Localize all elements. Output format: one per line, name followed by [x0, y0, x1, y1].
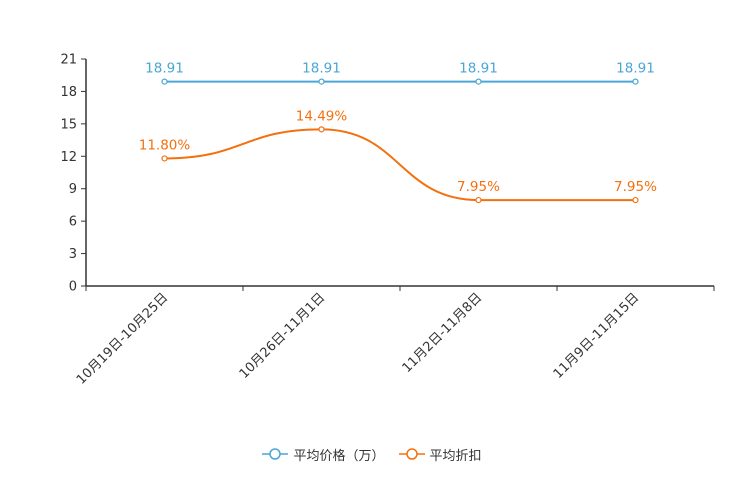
data-label: 18.91 — [145, 61, 184, 77]
x-tick-label: 10月26日-11月1日 — [237, 290, 329, 382]
y-tick-label: 21 — [60, 53, 77, 68]
legend-discount-circle — [405, 448, 418, 460]
x-tick-label: 11月2日-11月8日 — [400, 290, 486, 376]
axes: 0 3 6 9 12 15 18 21 10月19日-10月25日 10月26日-11月1日 11月… — [60, 53, 715, 388]
series-layer: 18.91 18.91 18.91 18.91 11.80% 14.49% 7.95% 7.9… — [139, 61, 657, 204]
data-point — [475, 196, 482, 204]
series-line-1 — [164, 128, 636, 202]
y-tick-label: 15 — [60, 117, 77, 132]
data-point — [318, 78, 325, 85]
y-tick-label: 9 — [69, 182, 77, 197]
legend-label-price: 平均价格（万） — [293, 448, 385, 464]
data-point — [475, 78, 482, 85]
data-label: 7.95% — [614, 179, 657, 195]
legend-price-circle — [269, 448, 282, 460]
y-tick-label: 6 — [69, 215, 77, 230]
y-tick-label: 18 — [60, 85, 77, 100]
data-label: 18.91 — [459, 61, 498, 77]
y-tick-label: 0 — [69, 280, 77, 295]
data-label: 18.91 — [302, 61, 341, 77]
legend: 平均价格（万） 平均折扣 — [0, 444, 744, 464]
x-tick-label: 11月9日-11月15日 — [551, 290, 643, 382]
legend-line-circle-icon — [262, 448, 289, 460]
legend-line-circle-icon — [398, 448, 425, 460]
legend-item-discount[interactable]: 平均折扣 — [398, 445, 482, 464]
data-label: 7.95% — [457, 179, 500, 195]
data-point — [632, 78, 639, 85]
data-point — [161, 78, 168, 85]
data-point — [161, 155, 168, 162]
data-point — [632, 196, 639, 204]
x-tick-label: 10月19日-10月25日 — [74, 290, 171, 387]
data-label: 14.49% — [296, 108, 348, 124]
data-point — [318, 126, 325, 133]
data-label: 18.91 — [616, 61, 655, 77]
y-tick-label: 3 — [69, 247, 77, 262]
legend-label-discount: 平均折扣 — [429, 448, 482, 464]
data-label: 11.80% — [139, 137, 191, 153]
y-tick-label: 12 — [60, 150, 77, 165]
legend-item-price[interactable]: 平均价格（万） — [262, 445, 385, 464]
